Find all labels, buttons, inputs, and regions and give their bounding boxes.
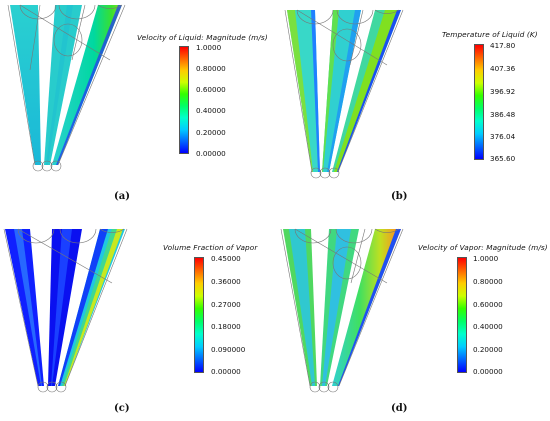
- colorbar: [194, 257, 204, 373]
- colorbar: [457, 257, 467, 373]
- panel-label: (d): [391, 403, 408, 414]
- colorbar-tick: 376.04: [490, 132, 516, 141]
- colorbar-tick: 0.00000: [196, 149, 226, 158]
- colorbar-tick: 386.48: [490, 110, 516, 119]
- colorbar-tick: 417.80: [490, 41, 516, 50]
- colorbar-tick: 0.40000: [196, 106, 226, 115]
- legend-title: Volume Fraction of Vapor: [163, 243, 258, 252]
- colorbar-tick: 0.20000: [196, 128, 226, 137]
- panel-b: Temperature of Liquid (K) 417.80 407.36 …: [275, 0, 550, 210]
- colorbar-tick: 1.0000: [196, 43, 222, 52]
- colorbar-tick: 0.090000: [211, 345, 246, 354]
- colorbar-tick: 0.00000: [473, 367, 503, 376]
- panel-d: Velocity of Vapor: Magnitude (m/s) 1.000…: [275, 211, 550, 421]
- colorbar-tick: 365.60: [490, 154, 516, 163]
- panel-label: (a): [114, 191, 130, 202]
- contour-plot-d: [280, 228, 404, 393]
- colorbar-tick: 0.00000: [211, 367, 241, 376]
- colorbar-tick: 0.40000: [473, 322, 503, 331]
- colorbar-tick: 0.36000: [211, 277, 241, 286]
- legend-title: Temperature of Liquid (K): [442, 30, 538, 39]
- contour-plot-c: [3, 228, 128, 393]
- colorbar-tick: 0.60000: [196, 85, 226, 94]
- panel-label: (c): [114, 403, 130, 414]
- colorbar-tick: 0.80000: [196, 64, 226, 73]
- colorbar-tick: 0.80000: [473, 277, 503, 286]
- legend-title: Velocity of Vapor: Magnitude (m/s): [418, 243, 548, 252]
- panel-c: Volume Fraction of Vapor 0.45000 0.36000…: [0, 211, 275, 421]
- panel-a: Velocity of Liquid: Magnitude (m/s) 1.00…: [0, 0, 275, 210]
- colorbar-tick: 407.36: [490, 64, 516, 73]
- contour-plot-a: [7, 4, 126, 172]
- colorbar-tick: 1.0000: [473, 254, 499, 263]
- colorbar: [179, 46, 189, 154]
- colorbar-tick: 0.20000: [473, 345, 503, 354]
- colorbar-tick: 0.45000: [211, 254, 241, 263]
- colorbar-tick: 0.27000: [211, 300, 241, 309]
- colorbar: [474, 44, 484, 160]
- panel-label: (b): [391, 191, 408, 202]
- legend-title: Velocity of Liquid: Magnitude (m/s): [137, 33, 268, 42]
- colorbar-tick: 0.18000: [211, 322, 241, 331]
- colorbar-tick: 0.60000: [473, 300, 503, 309]
- contour-plot-b: [284, 9, 404, 179]
- colorbar-tick: 396.92: [490, 87, 516, 96]
